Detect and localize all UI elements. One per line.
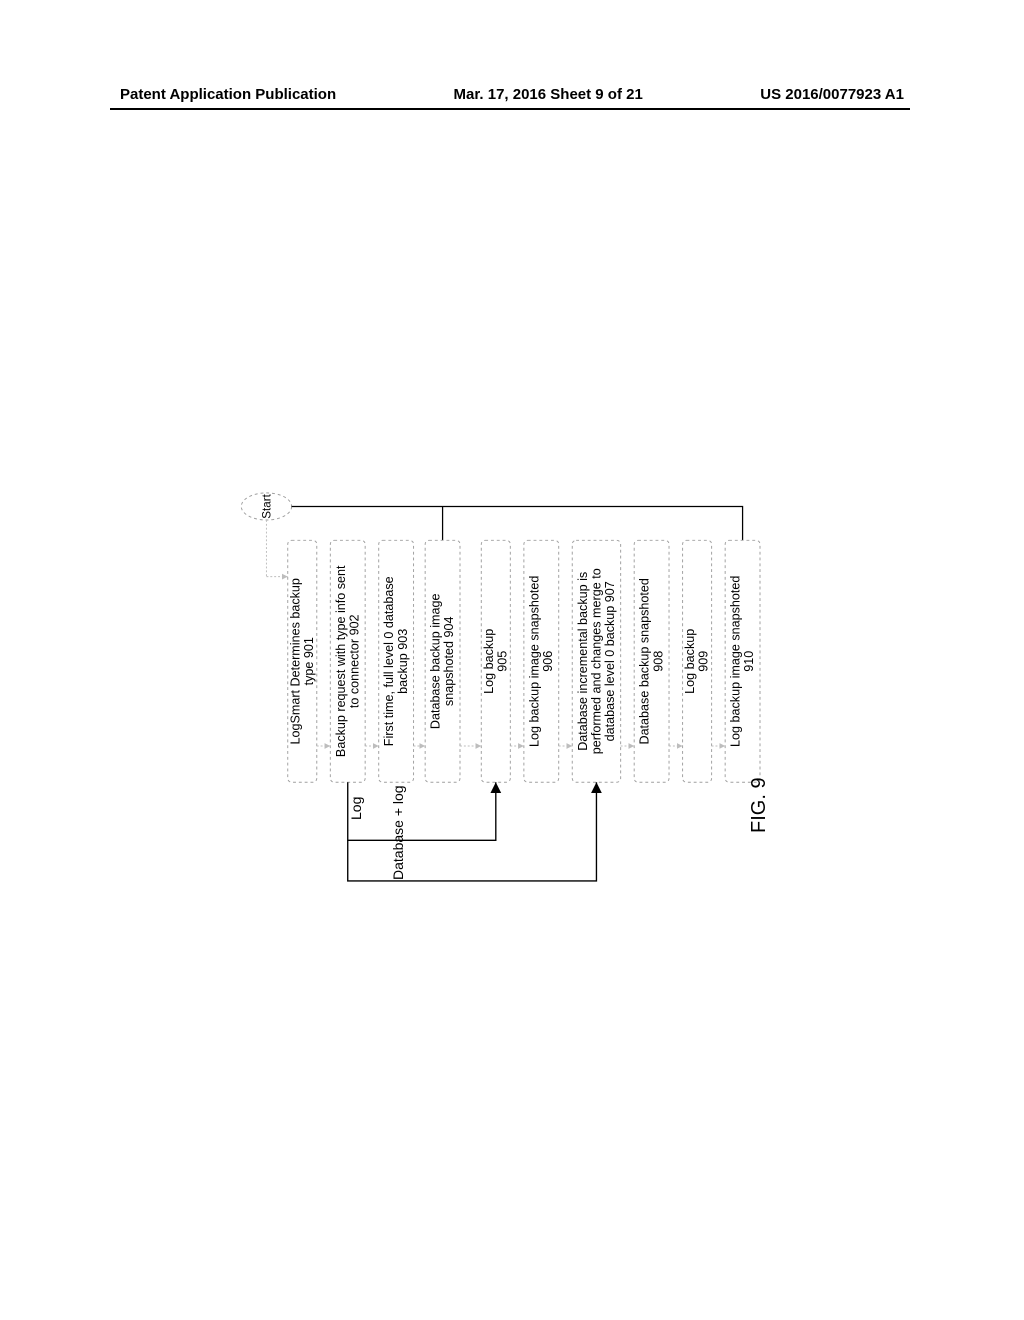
svg-text:database level 0 backup 907: database level 0 backup 907 [603, 581, 617, 741]
svg-text:performed and changes merge to: performed and changes merge to [589, 568, 603, 754]
header-middle: Mar. 17, 2016 Sheet 9 of 21 [454, 86, 643, 103]
svg-text:snapshoted 904: snapshoted 904 [442, 617, 456, 707]
svg-text:Start: Start [260, 493, 273, 518]
page-header: Patent Application Publication Mar. 17, … [0, 86, 1024, 103]
header-right: US 2016/0077923 A1 [760, 86, 904, 103]
header-rule [110, 108, 910, 110]
svg-text:908: 908 [651, 651, 665, 672]
svg-text:Log backup image snapshoted: Log backup image snapshoted [729, 576, 743, 747]
svg-text:type 901: type 901 [302, 637, 316, 685]
svg-text:Log backup image snapshoted: Log backup image snapshoted [527, 576, 541, 747]
svg-text:905: 905 [495, 651, 509, 672]
svg-text:LogSmart Determines backup: LogSmart Determines backup [288, 578, 302, 744]
svg-text:Database backup snapshoted: Database backup snapshoted [638, 578, 652, 744]
svg-text:Database incremental backup is: Database incremental backup is [576, 572, 590, 751]
svg-text:Database backup image: Database backup image [429, 593, 443, 729]
svg-text:Log backup: Log backup [482, 629, 496, 694]
dblog-path-label: Database + log [390, 785, 406, 880]
svg-text:First time, full level 0 datab: First time, full level 0 database [382, 576, 396, 746]
svg-text:910: 910 [742, 651, 756, 672]
svg-text:906: 906 [541, 651, 555, 672]
figure-label: FIG. 9 [748, 777, 771, 833]
log-path-label: Log [348, 797, 364, 820]
svg-text:backup 903: backup 903 [396, 629, 410, 694]
svg-text:Log backup: Log backup [683, 629, 697, 694]
svg-text:to connector 902: to connector 902 [347, 614, 361, 708]
svg-text:909: 909 [697, 651, 711, 672]
flow-diagram: Start LogSmart Determines backuptype 901 B… [220, 400, 820, 1000]
header-left: Patent Application Publication [120, 86, 336, 103]
svg-text:Backup request with type info: Backup request with type info sent [334, 565, 348, 757]
